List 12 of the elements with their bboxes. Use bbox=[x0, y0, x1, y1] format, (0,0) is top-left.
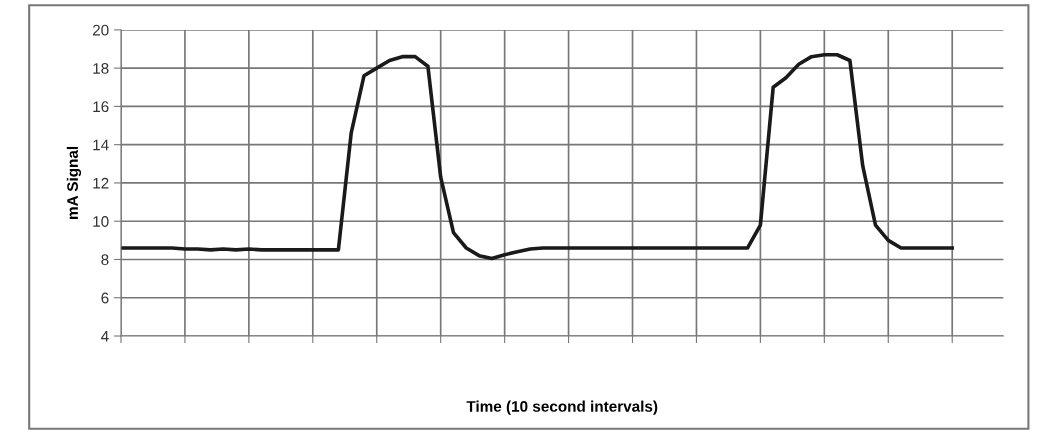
y-tick-label: 14 bbox=[93, 139, 109, 151]
y-tick-label: 6 bbox=[101, 292, 109, 304]
x-axis-title: Time (10 second intervals) bbox=[466, 400, 658, 415]
y-tick-label: 20 bbox=[92, 24, 109, 36]
y-tick-label: 4 bbox=[101, 331, 109, 342]
y-tick-label: 8 bbox=[101, 254, 109, 266]
line-series bbox=[120, 52, 955, 261]
y-tick-label: 16 bbox=[93, 101, 109, 113]
y-tick-label: 18 bbox=[93, 63, 109, 74]
y-tick-label: 10 bbox=[93, 216, 109, 227]
y-axis-title: mA Signal bbox=[66, 146, 82, 219]
y-tick-label: 12 bbox=[93, 177, 109, 189]
